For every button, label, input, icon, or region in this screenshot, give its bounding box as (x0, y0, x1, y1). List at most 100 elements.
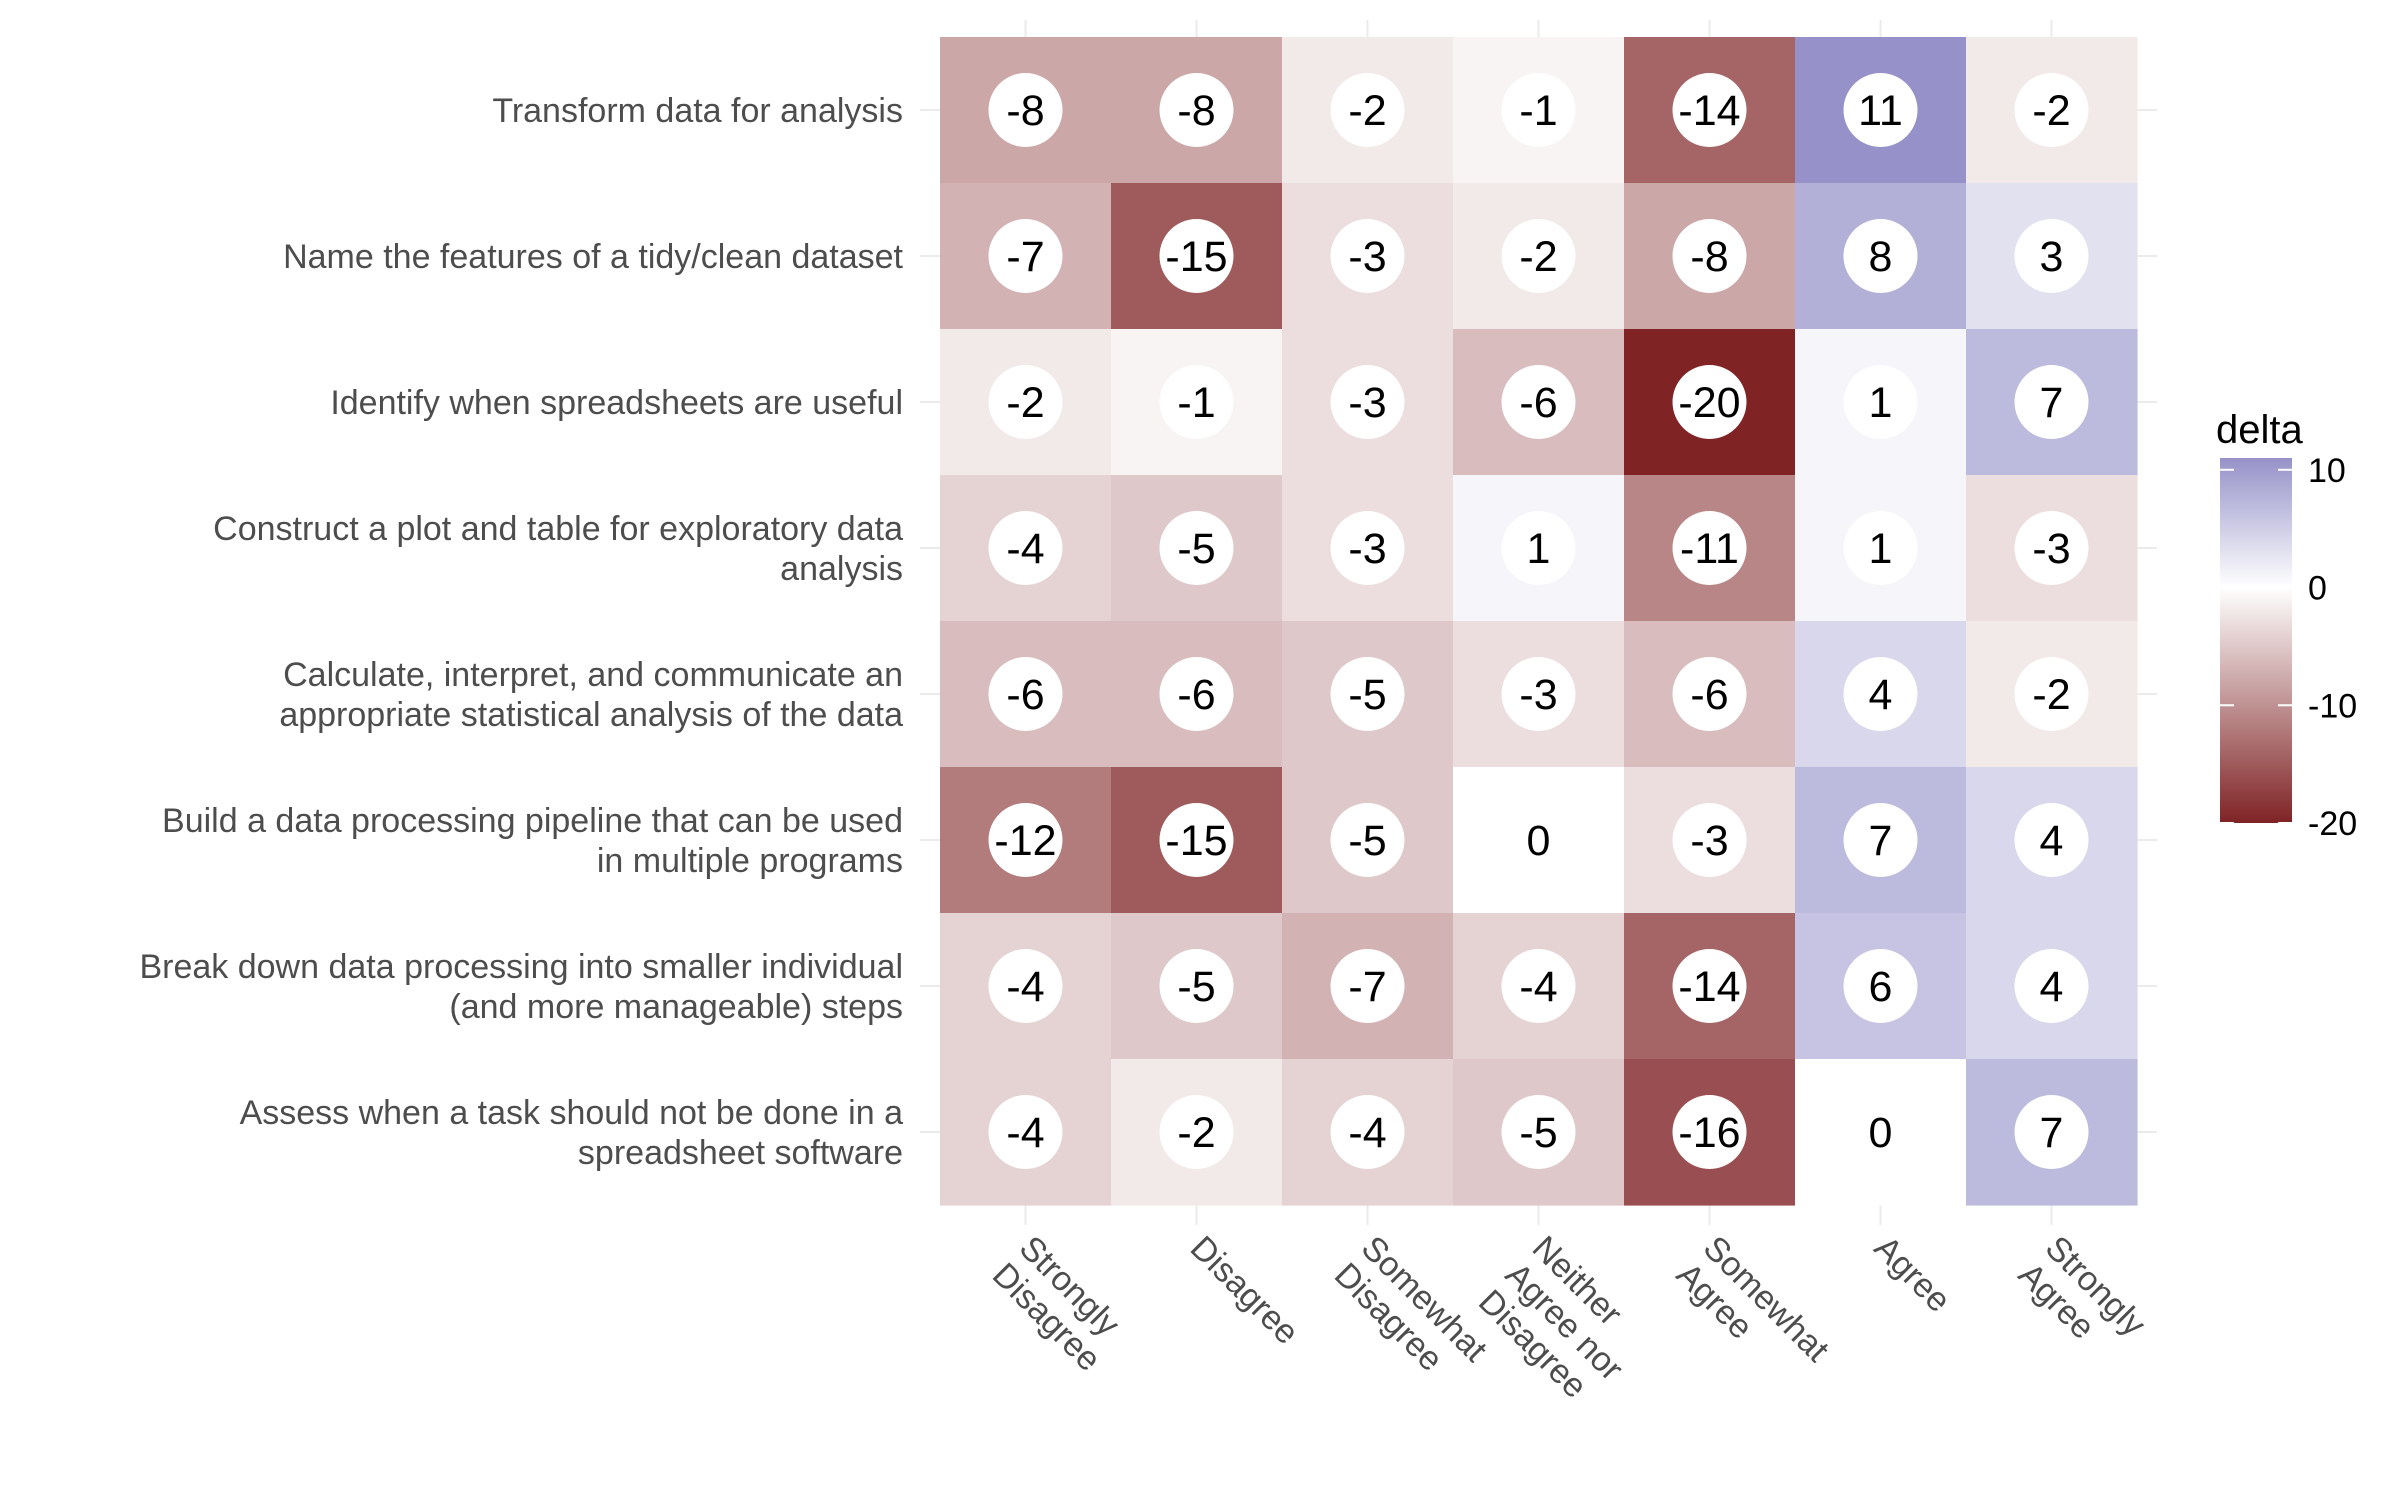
y-tick-label: Transform data for analysis (492, 92, 903, 130)
legend-ticks: 10 0 -10 -20 (2220, 452, 2357, 843)
data-label: -3 (1348, 233, 1386, 281)
y-tick-label: Calculate, interpret, and communicate an… (279, 656, 903, 734)
value-marker (1159, 365, 1234, 439)
data-label: -8 (1006, 87, 1044, 135)
value-marker (1330, 365, 1405, 439)
x-tick-label: StronglyAgree (2011, 1229, 2153, 1347)
x-tick-label: StronglyDisagree (985, 1229, 1135, 1379)
data-label: -5 (1177, 963, 1215, 1011)
value-marker (1501, 365, 1576, 439)
data-label: 0 (1527, 817, 1551, 865)
data-label: 7 (2040, 379, 2064, 427)
heatmap-cells: -8 -8 -2 -1 -14 11 -2-7 -15 -3 -2 -8 8 3-2 -1 -3 -6 -20 1… (940, 37, 2138, 1206)
value-marker (1501, 511, 1576, 585)
data-label: 4 (1869, 671, 1893, 719)
value-marker (1501, 1095, 1576, 1169)
data-label: -4 (1006, 525, 1044, 573)
legend-tick-label: -10 (2308, 687, 2357, 725)
color-legend: delta 10 0 -10 -20 (2216, 408, 2357, 843)
value-marker (1159, 219, 1234, 293)
data-label: 1 (1869, 525, 1893, 573)
legend-title: delta (2216, 408, 2303, 452)
value-marker (2014, 73, 2089, 147)
data-label: 3 (2040, 233, 2064, 281)
value-marker (1843, 657, 1918, 731)
data-label: -2 (1519, 233, 1557, 281)
value-marker (1672, 73, 1747, 147)
value-marker (1501, 949, 1576, 1023)
value-marker (988, 73, 1063, 147)
value-marker (1843, 1095, 1918, 1169)
legend-tick-label: 10 (2308, 452, 2346, 490)
data-label: -2 (1006, 379, 1044, 427)
data-label: -7 (1348, 963, 1386, 1011)
data-label: -2 (1348, 87, 1386, 135)
value-marker (1159, 511, 1234, 585)
value-marker (1501, 219, 1576, 293)
value-marker (988, 803, 1063, 877)
data-label: -5 (1177, 525, 1215, 573)
value-marker (1672, 219, 1747, 293)
data-label: 6 (1869, 963, 1893, 1011)
data-label: -3 (1348, 379, 1386, 427)
data-label: 0 (1869, 1109, 1893, 1157)
value-marker (1843, 803, 1918, 877)
value-marker (1159, 1095, 1234, 1169)
legend-colorbar (2220, 458, 2292, 823)
data-label: -3 (1348, 525, 1386, 573)
value-marker (1330, 219, 1405, 293)
value-marker (1672, 803, 1747, 877)
x-tick-label: Agree (1867, 1229, 1958, 1320)
value-marker (1330, 803, 1405, 877)
value-marker (1672, 365, 1747, 439)
svg-text:Agree: Agree (1867, 1229, 1958, 1320)
data-label: -1 (1177, 379, 1215, 427)
x-axis-labels: StronglyDisagree Disagree SomewhatDisagree… (985, 1229, 2153, 1406)
value-marker (1159, 657, 1234, 731)
value-marker (1501, 803, 1576, 877)
y-axis-labels: Transform data for analysis Name the feat… (139, 92, 903, 1172)
data-label: -4 (1519, 963, 1557, 1011)
data-label: -14 (1678, 87, 1740, 135)
data-label: 4 (2040, 817, 2064, 865)
svg-text:SomewhatAgree: SomewhatAgree (1669, 1229, 1837, 1397)
data-label: -2 (2032, 671, 2070, 719)
svg-text:StronglyDisagree: StronglyDisagree (985, 1229, 1135, 1379)
data-label: -15 (1165, 817, 1227, 865)
y-tick-label: Construct a plot and table for explorato… (213, 510, 903, 588)
data-label: -7 (1006, 233, 1044, 281)
data-label: 8 (1869, 233, 1893, 281)
data-label: -5 (1348, 671, 1386, 719)
value-marker (1330, 73, 1405, 147)
value-marker (1501, 657, 1576, 731)
svg-text:Disagree: Disagree (1183, 1229, 1306, 1352)
data-label: -1 (1519, 87, 1557, 135)
y-tick-label: Assess when a task should not be done in… (240, 1094, 904, 1172)
value-marker (1330, 511, 1405, 585)
data-label: -16 (1678, 1109, 1740, 1157)
value-marker (2014, 803, 2089, 877)
y-tick-label: Break down data processing into smaller … (139, 948, 903, 1026)
x-tick-label: Disagree (1183, 1229, 1306, 1352)
legend-tick-label: 0 (2308, 570, 2327, 608)
data-label: -11 (1680, 525, 1739, 573)
value-marker (988, 219, 1063, 293)
value-marker (988, 949, 1063, 1023)
data-label: 7 (1869, 817, 1893, 865)
x-tick-label: SomewhatAgree (1669, 1229, 1837, 1397)
data-label: -6 (1519, 379, 1557, 427)
value-marker (2014, 949, 2089, 1023)
x-tick-label: SomewhatDisagree (1327, 1229, 1495, 1379)
value-marker (2014, 365, 2089, 439)
y-tick-label: Identify when spreadsheets are useful (330, 384, 903, 422)
value-marker (1330, 657, 1405, 731)
value-marker (1159, 803, 1234, 877)
value-marker (1330, 1095, 1405, 1169)
data-label: -6 (1006, 671, 1044, 719)
data-label: -2 (2032, 87, 2070, 135)
data-label: -3 (1519, 671, 1557, 719)
value-marker (2014, 1095, 2089, 1169)
data-label: -5 (1519, 1109, 1557, 1157)
data-label: -6 (1690, 671, 1728, 719)
